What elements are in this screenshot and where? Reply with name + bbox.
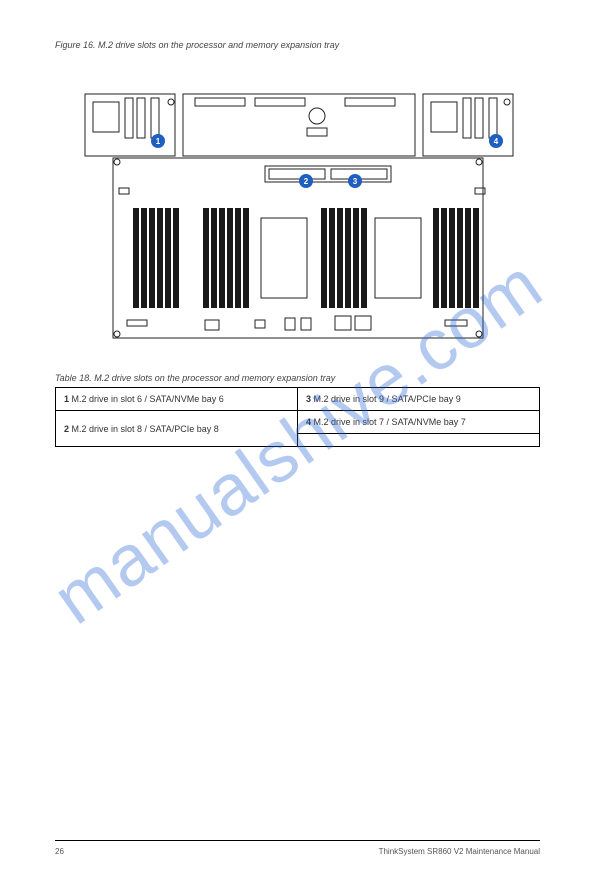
- table-caption: Table 18. M.2 drive slots on the process…: [55, 373, 540, 383]
- doc-title: ThinkSystem SR860 V2 Maintenance Manual: [379, 847, 540, 856]
- cell-1: 1 M.2 drive in slot 6 / SATA/NVMe bay 6: [56, 388, 298, 411]
- table-row: 2 M.2 drive in slot 8 / SATA/PCIe bay 8 …: [56, 411, 540, 434]
- cell-3: 3 M.2 drive in slot 9 / SATA/PCIe bay 9: [298, 388, 540, 411]
- table-row: 1 M.2 drive in slot 6 / SATA/NVMe bay 6 …: [56, 388, 540, 411]
- figure-title: Figure 16. M.2 drive slots on the proces…: [55, 40, 540, 50]
- slot-table: 1 M.2 drive in slot 6 / SATA/NVMe bay 6 …: [55, 387, 540, 447]
- callout-3: 3: [348, 174, 362, 188]
- cell-4: 4 M.2 drive in slot 7 / SATA/NVMe bay 7: [298, 411, 540, 434]
- board-diagram: 1 2 3 4: [55, 58, 540, 358]
- cell-empty: [298, 434, 540, 447]
- motherboard-svg: [55, 58, 540, 358]
- cell-2: 2 M.2 drive in slot 8 / SATA/PCIe bay 8: [56, 411, 298, 447]
- callout-4: 4: [489, 134, 503, 148]
- page-footer: 26 ThinkSystem SR860 V2 Maintenance Manu…: [55, 840, 540, 856]
- callout-1: 1: [151, 134, 165, 148]
- page-number: 26: [55, 847, 64, 856]
- callout-2: 2: [299, 174, 313, 188]
